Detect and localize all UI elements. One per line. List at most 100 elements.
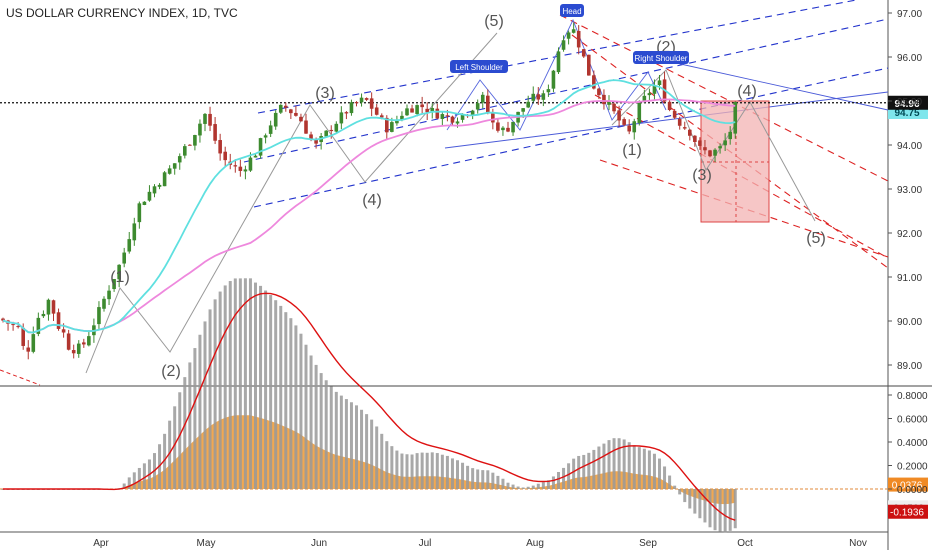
price-tick-label: 91.00 — [897, 273, 922, 284]
channel-line — [257, 0, 860, 114]
candle-body — [344, 112, 349, 114]
month-label: Sep — [639, 538, 657, 549]
histogram-bar — [163, 433, 167, 489]
histogram-bar — [142, 463, 146, 489]
histogram-bar — [718, 489, 722, 532]
histogram-bar — [728, 489, 732, 531]
histogram-bar — [461, 462, 465, 489]
histogram-bar — [476, 469, 480, 489]
candle-body — [592, 75, 596, 89]
histogram-bar — [132, 472, 136, 489]
histogram-bar — [521, 487, 525, 489]
candle-body — [486, 95, 490, 113]
candle-body — [637, 102, 642, 123]
candle-body — [617, 110, 621, 121]
candle-body — [566, 32, 571, 39]
histogram-bar — [668, 475, 672, 489]
wave-label: (4) — [362, 192, 382, 209]
candle-body — [193, 135, 197, 146]
candle-body — [349, 102, 354, 114]
histogram-bar — [698, 489, 702, 519]
histogram-bar — [243, 278, 247, 489]
histogram-bar — [183, 377, 187, 489]
candle-body — [632, 121, 637, 133]
pattern-label: Head — [562, 7, 581, 16]
channel-line — [243, 18, 889, 163]
candle-body — [16, 326, 20, 328]
candle-body — [597, 88, 601, 96]
candle-body — [183, 146, 187, 156]
histogram-bar — [647, 450, 651, 489]
candle-body — [299, 116, 303, 122]
candle-body — [460, 113, 465, 120]
down-channel-line — [594, 94, 889, 259]
histogram-bar — [178, 392, 182, 489]
candle-body — [390, 122, 394, 132]
histogram-bar — [652, 453, 656, 489]
histogram-bar — [198, 334, 202, 489]
candle-body — [450, 116, 455, 123]
neckline — [444, 91, 889, 149]
histogram-bar — [627, 442, 631, 489]
candle-body — [46, 299, 51, 315]
candle-body — [213, 124, 217, 141]
candle-body — [581, 49, 586, 57]
candle-body — [430, 108, 435, 112]
histogram-bar — [355, 405, 358, 489]
month-label: Apr — [93, 538, 109, 549]
histogram-bar — [208, 309, 212, 489]
candle-body — [728, 131, 732, 140]
candle-body — [203, 113, 207, 124]
histogram-bar — [486, 470, 490, 489]
histogram-bar — [617, 438, 621, 489]
candle-body — [137, 203, 142, 223]
candle-body — [395, 119, 399, 124]
histogram-bar — [466, 465, 470, 489]
histogram-bar — [385, 441, 389, 489]
candle-body — [172, 163, 177, 169]
candle-body — [162, 172, 167, 187]
candle-body — [379, 115, 384, 118]
candle-body — [587, 54, 591, 76]
candle-body — [703, 147, 707, 151]
histogram-bar — [188, 362, 192, 489]
histogram-bar — [269, 295, 273, 489]
candle-body — [435, 108, 440, 119]
indicator-tag-red: -0.1936 — [890, 508, 924, 519]
indicator-tag-orange-bg — [888, 477, 928, 492]
candle-body — [248, 157, 253, 171]
wave-label: (3) — [315, 85, 335, 102]
candle-body — [61, 329, 66, 333]
histogram-bar — [506, 482, 510, 489]
candle-body — [258, 138, 263, 156]
candle-body — [127, 239, 132, 252]
candle-body — [688, 129, 692, 136]
candle-body — [647, 93, 652, 96]
histogram-bar — [445, 455, 449, 489]
candle-body — [273, 112, 278, 127]
candle-body — [11, 324, 15, 326]
candle-body — [642, 95, 647, 102]
candle-body — [359, 97, 364, 103]
price-tick-label: 90.00 — [897, 317, 922, 328]
histogram-bar — [304, 344, 308, 489]
indicator-tick-label: 0.6000 — [897, 415, 928, 426]
histogram-bar — [546, 480, 550, 489]
histogram-bar — [279, 305, 283, 489]
candle-body — [243, 169, 248, 172]
candle-body — [157, 184, 162, 187]
histogram-bar — [349, 402, 353, 489]
candle-body — [480, 94, 485, 103]
candle-body — [198, 123, 202, 136]
histogram-bar — [693, 489, 697, 514]
candle-body — [627, 125, 631, 132]
candle-body — [278, 104, 283, 113]
candle-body — [698, 140, 702, 146]
histogram-bar — [309, 355, 313, 489]
signal-line — [3, 292, 736, 521]
pattern-label: Right Shoulder — [635, 54, 688, 63]
histogram-bar — [289, 318, 293, 489]
histogram-bar — [612, 438, 616, 489]
histogram-bar — [203, 321, 207, 489]
histogram-bar — [314, 364, 318, 489]
